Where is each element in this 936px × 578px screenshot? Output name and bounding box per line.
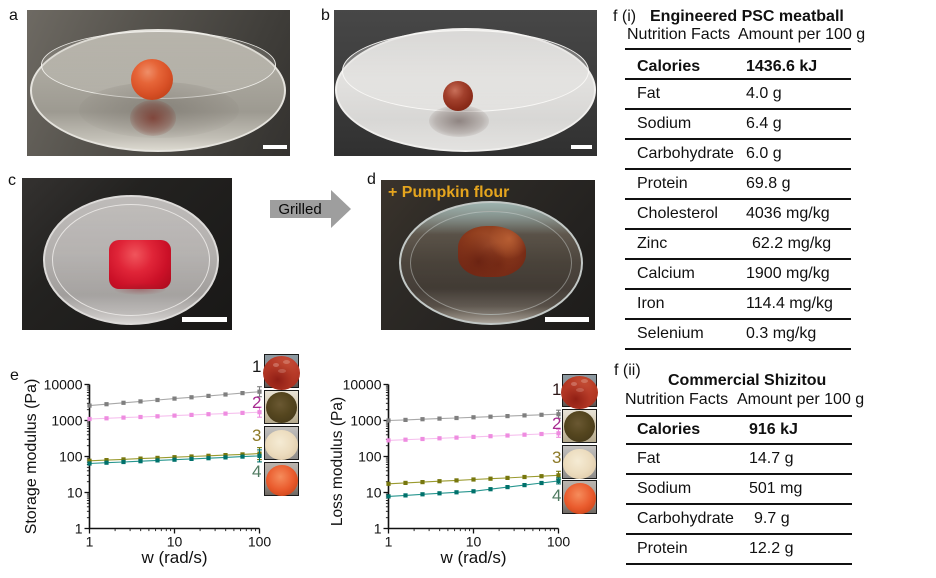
svg-text:100: 100 <box>59 449 83 465</box>
svg-text:Storage modulus (Pa): Storage modulus (Pa) <box>23 379 40 535</box>
svg-text:1: 1 <box>86 534 94 550</box>
svg-text:100: 100 <box>248 534 272 550</box>
svg-text:10: 10 <box>67 485 83 501</box>
svg-text:100: 100 <box>358 449 382 465</box>
svg-text:10000: 10000 <box>44 377 83 393</box>
svg-text:Loss modulus (Pa): Loss modulus (Pa) <box>329 397 346 526</box>
svg-text:10: 10 <box>366 485 382 501</box>
svg-text:10: 10 <box>167 534 183 550</box>
svg-text:1: 1 <box>75 521 83 537</box>
svg-text:w (rad/s): w (rad/s) <box>140 548 207 567</box>
svg-text:1: 1 <box>374 521 382 537</box>
svg-text:100: 100 <box>547 534 571 550</box>
svg-text:10: 10 <box>466 534 482 550</box>
svg-text:1: 1 <box>385 534 393 550</box>
svg-text:w (rad/s): w (rad/s) <box>439 548 506 567</box>
svg-text:1000: 1000 <box>51 413 82 429</box>
svg-text:1000: 1000 <box>350 413 381 429</box>
svg-text:10000: 10000 <box>343 377 382 393</box>
